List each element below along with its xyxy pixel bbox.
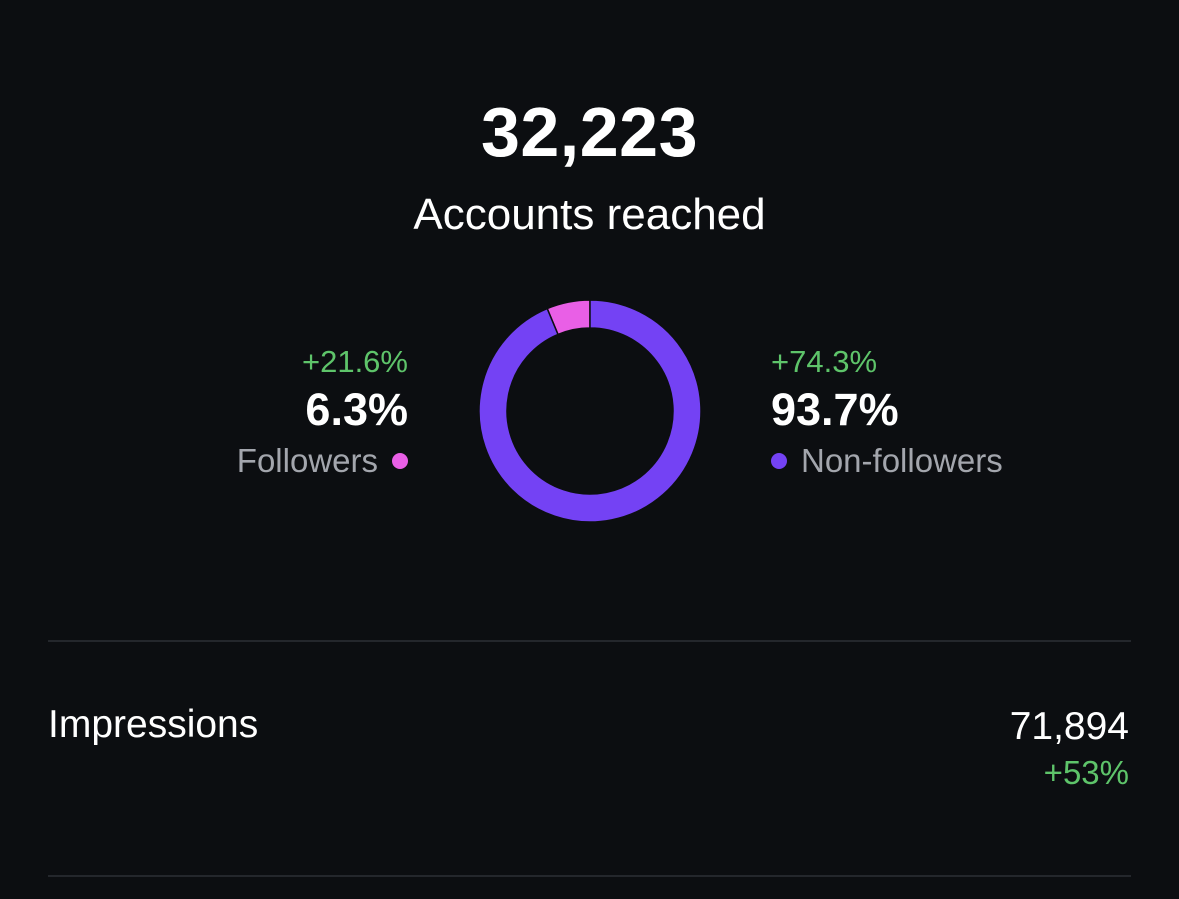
followers-legend-label: Followers [236, 442, 378, 479]
followers-stats: +21.6% 6.3% Followers [237, 340, 408, 486]
non-followers-percent: 93.7% [771, 384, 899, 435]
donut-slice-non-followers [478, 299, 702, 523]
impressions-value: 71,894 [1009, 705, 1129, 748]
followers-legend: Followers [237, 436, 408, 486]
non-followers-dot-icon [771, 453, 787, 469]
non-followers-legend: Non-followers [771, 436, 1003, 486]
accounts-reached-label: Accounts reached [413, 190, 766, 239]
followers-change: +21.6% [301, 344, 408, 379]
accounts-reached-total: 32,223 [480, 93, 699, 171]
impressions-values: 71,894 +53% [1010, 703, 1129, 795]
non-followers-stats: +74.3% 93.7% Non-followers [771, 340, 1003, 486]
divider [48, 875, 1131, 877]
impressions-label: Impressions [48, 703, 259, 746]
divider [48, 640, 1131, 642]
non-followers-legend-label: Non-followers [801, 442, 1003, 479]
non-followers-change: +74.3% [771, 344, 878, 379]
followers-percent: 6.3% [305, 384, 408, 435]
impressions-change: +53% [1043, 754, 1129, 791]
audience-donut-chart [478, 299, 702, 523]
followers-dot-icon [392, 453, 408, 469]
